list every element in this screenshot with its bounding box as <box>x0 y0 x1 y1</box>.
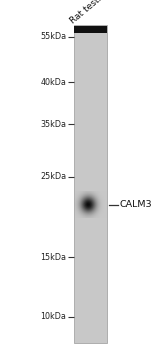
Bar <box>74 26 107 33</box>
Text: 40kDa: 40kDa <box>41 78 66 87</box>
Text: CALM3: CALM3 <box>119 200 151 209</box>
Text: 25kDa: 25kDa <box>40 172 66 181</box>
Text: Rat testis: Rat testis <box>68 0 107 26</box>
Text: 15kDa: 15kDa <box>40 253 66 262</box>
Bar <box>74 25 107 343</box>
Text: 10kDa: 10kDa <box>41 312 66 321</box>
Text: 55kDa: 55kDa <box>40 32 66 41</box>
Text: 35kDa: 35kDa <box>40 120 66 129</box>
